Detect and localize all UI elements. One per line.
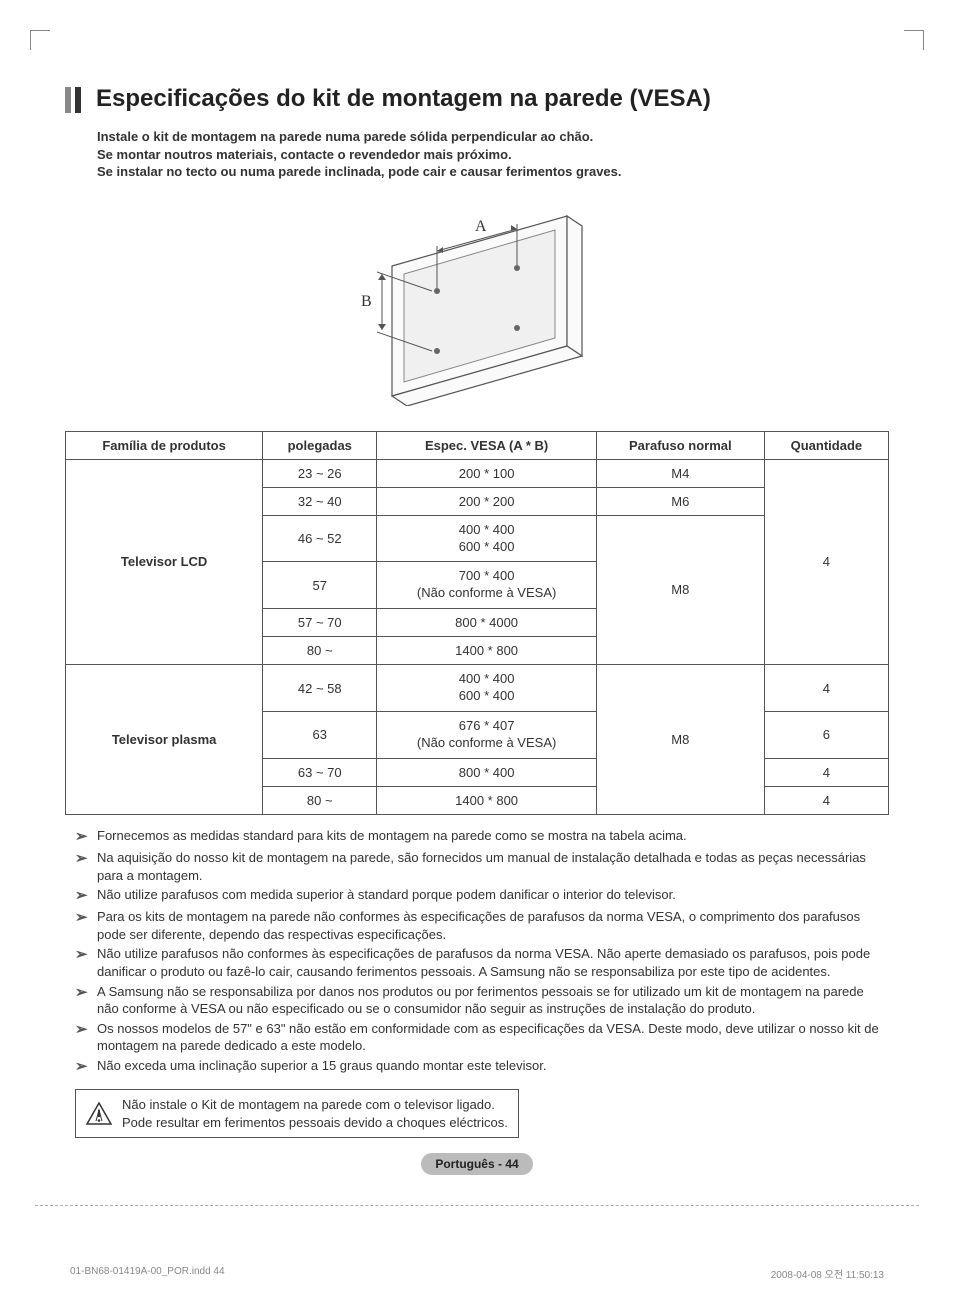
cell-screw: M6 [596, 487, 764, 515]
cell-inches: 80 ~ [263, 637, 377, 665]
cell-screw: M4 [596, 459, 764, 487]
footer-divider [35, 1205, 919, 1206]
th-screw: Parafuso normal [596, 431, 764, 459]
cell-qty: 4 [764, 786, 888, 814]
cell-vesa: 676 * 407(Não conforme à VESA) [377, 711, 597, 758]
notes-list: ➢Fornecemos as medidas standard para kit… [75, 827, 889, 1077]
cell-vesa: 800 * 4000 [377, 609, 597, 637]
vesa-diagram: A B [65, 196, 889, 406]
arrow-icon: ➢ [75, 983, 97, 1003]
th-inches: polegadas [263, 431, 377, 459]
cell-inches: 63 [263, 711, 377, 758]
footer-timestamp: 2008-04-08 오전 11:50:13 [771, 1266, 884, 1281]
list-item: ➢Na aquisição do nosso kit de montagem n… [75, 849, 889, 884]
arrow-icon: ➢ [75, 1057, 97, 1077]
page-number-badge: Português - 44 [421, 1153, 532, 1175]
cell-vesa: 800 * 400 [377, 758, 597, 786]
cell-qty: 4 [764, 758, 888, 786]
cell-inches: 57 ~ 70 [263, 609, 377, 637]
diagram-label-a: A [475, 218, 487, 235]
cell-vesa: 1400 * 800 [377, 637, 597, 665]
intro-line: Se montar noutros materiais, contacte o … [97, 146, 889, 164]
list-item: ➢Não exceda uma inclinação superior a 15… [75, 1057, 889, 1077]
th-qty: Quantidade [764, 431, 888, 459]
cell-family: Televisor LCD [66, 459, 263, 665]
cell-vesa: 400 * 400600 * 400 [377, 515, 597, 562]
table-header-row: Família de produtos polegadas Espec. VES… [66, 431, 889, 459]
footer-filename: 01-BN68-01419A-00_POR.indd 44 [70, 1266, 225, 1281]
cell-vesa: 400 * 400600 * 400 [377, 665, 597, 712]
list-item: ➢A Samsung não se responsabiliza por dan… [75, 983, 889, 1018]
warning-box: Não instale o Kit de montagem na parede … [75, 1089, 519, 1138]
table-row: Televisor LCD 23 ~ 26 200 * 100 M4 4 [66, 459, 889, 487]
intro-text: Instale o kit de montagem na parede numa… [97, 128, 889, 181]
intro-line: Se instalar no tecto ou numa parede incl… [97, 163, 889, 181]
page: Especificações do kit de montagem na par… [0, 0, 954, 1301]
arrow-icon: ➢ [75, 1020, 97, 1040]
arrow-icon: ➢ [75, 908, 97, 928]
arrow-icon: ➢ [75, 827, 97, 847]
warning-icon [86, 1102, 112, 1126]
cell-vesa: 1400 * 800 [377, 786, 597, 814]
cell-qty: 4 [764, 665, 888, 712]
cell-inches: 80 ~ [263, 786, 377, 814]
table-row: Televisor plasma 42 ~ 58 400 * 400600 * … [66, 665, 889, 712]
cell-inches: 57 [263, 562, 377, 609]
cell-screw: M8 [596, 665, 764, 815]
cell-qty: 6 [764, 711, 888, 758]
cell-vesa: 700 * 400(Não conforme à VESA) [377, 562, 597, 609]
heading-bars-icon [65, 87, 81, 113]
list-item: ➢Fornecemos as medidas standard para kit… [75, 827, 889, 847]
cell-inches: 63 ~ 70 [263, 758, 377, 786]
crop-mark [904, 30, 924, 50]
warning-text: Não instale o Kit de montagem na parede … [122, 1096, 508, 1131]
crop-mark [30, 30, 50, 50]
th-family: Família de produtos [66, 431, 263, 459]
cell-inches: 42 ~ 58 [263, 665, 377, 712]
cell-qty: 4 [764, 459, 888, 665]
arrow-icon: ➢ [75, 886, 97, 906]
page-title: Especificações do kit de montagem na par… [96, 85, 711, 113]
spec-table: Família de produtos polegadas Espec. VES… [65, 431, 889, 815]
cell-inches: 46 ~ 52 [263, 515, 377, 562]
list-item: ➢Para os kits de montagem na parede não … [75, 908, 889, 943]
footer: 01-BN68-01419A-00_POR.indd 44 2008-04-08… [65, 1266, 889, 1281]
arrow-icon: ➢ [75, 849, 97, 869]
cell-inches: 23 ~ 26 [263, 459, 377, 487]
list-item: ➢Os nossos modelos de 57" e 63" não estã… [75, 1020, 889, 1055]
cell-family: Televisor plasma [66, 665, 263, 815]
intro-line: Instale o kit de montagem na parede numa… [97, 128, 889, 146]
cell-screw: M8 [596, 515, 764, 665]
list-item: ➢Não utilize parafusos com medida superi… [75, 886, 889, 906]
arrow-icon: ➢ [75, 945, 97, 965]
heading-block: Especificações do kit de montagem na par… [65, 85, 889, 113]
list-item: ➢Não utilize parafusos não conformes às … [75, 945, 889, 980]
cell-inches: 32 ~ 40 [263, 487, 377, 515]
th-vesa: Espec. VESA (A * B) [377, 431, 597, 459]
cell-vesa: 200 * 200 [377, 487, 597, 515]
diagram-label-b: B [361, 293, 372, 310]
cell-vesa: 200 * 100 [377, 459, 597, 487]
